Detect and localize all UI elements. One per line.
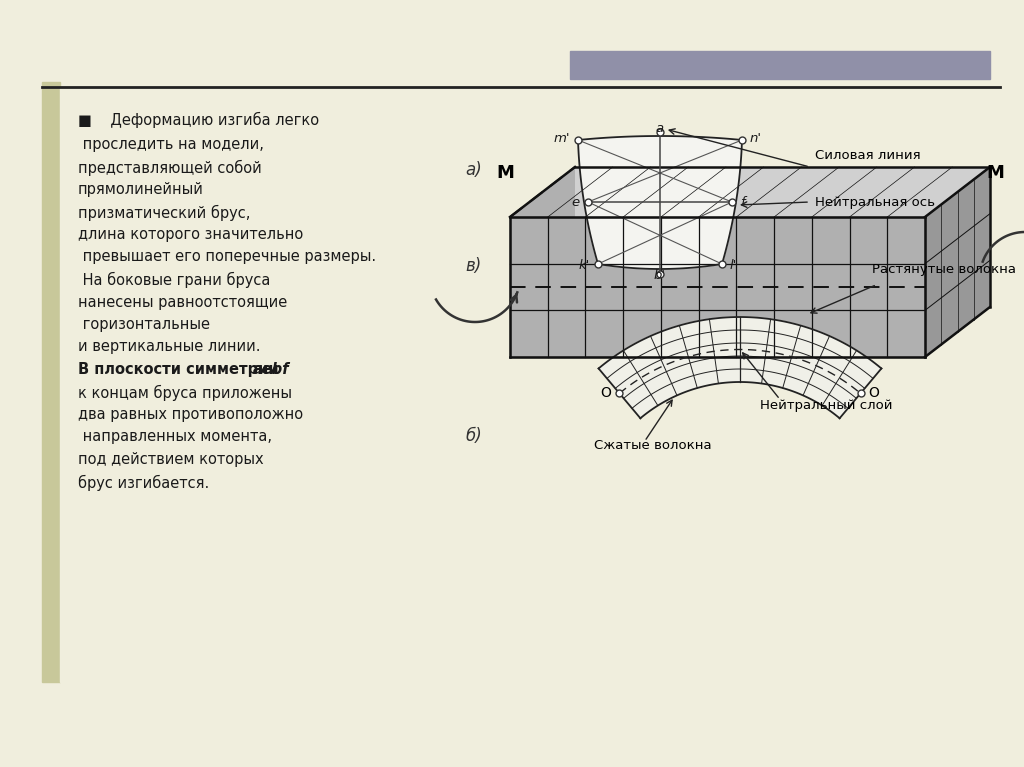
Text: Сжатые волокна: Сжатые волокна — [595, 439, 712, 452]
Polygon shape — [510, 167, 575, 357]
Text: n': n' — [750, 132, 762, 145]
Text: два равных противоположно: два равных противоположно — [78, 407, 303, 422]
Text: Нейтральная ось: Нейтральная ось — [815, 196, 935, 209]
Text: О: О — [868, 387, 880, 400]
Text: k': k' — [579, 259, 590, 272]
Text: под действием которых: под действием которых — [78, 452, 263, 467]
Text: l': l' — [730, 259, 737, 272]
Polygon shape — [510, 167, 990, 217]
Text: б): б) — [465, 427, 481, 445]
Text: m': m' — [554, 132, 570, 145]
Text: f: f — [740, 196, 744, 209]
Polygon shape — [510, 217, 925, 357]
Text: ■    Деформацию изгиба легко: ■ Деформацию изгиба легко — [78, 112, 319, 128]
Polygon shape — [578, 136, 742, 269]
Text: призматический брус,: призматический брус, — [78, 205, 251, 221]
Polygon shape — [599, 317, 882, 418]
Text: М: М — [986, 164, 1004, 182]
Text: брус изгибается.: брус изгибается. — [78, 475, 209, 491]
Text: b': b' — [654, 269, 666, 282]
Text: Растянутые волокна: Растянутые волокна — [872, 264, 1016, 276]
Text: направленных момента,: направленных момента, — [78, 430, 272, 445]
Text: и вертикальные линии.: и вертикальные линии. — [78, 340, 260, 354]
Text: прямолинейный: прямолинейный — [78, 182, 204, 197]
Text: В плоскости симметрии: В плоскости симметрии — [78, 362, 284, 377]
Text: Нейтральный слой: Нейтральный слой — [760, 399, 893, 412]
Text: превышает его поперечные размеры.: превышает его поперечные размеры. — [78, 249, 376, 265]
Text: представляющей собой: представляющей собой — [78, 160, 262, 176]
Text: a: a — [656, 122, 664, 135]
Text: О: О — [601, 387, 611, 400]
Text: aebf: aebf — [253, 362, 290, 377]
Bar — [60, 87, 1000, 682]
Bar — [42, 82, 60, 682]
Text: На боковые грани бруса: На боковые грани бруса — [78, 272, 270, 288]
Text: нанесены равноотстоящие: нанесены равноотстоящие — [78, 295, 288, 310]
Text: проследить на модели,: проследить на модели, — [78, 137, 264, 152]
Text: Силовая линия: Силовая линия — [815, 149, 921, 162]
Text: длина которого значительно: длина которого значительно — [78, 227, 303, 242]
Text: в): в) — [465, 257, 481, 275]
Bar — [570, 51, 990, 79]
Text: М: М — [496, 164, 514, 182]
Text: горизонтальные: горизонтальные — [78, 317, 210, 332]
Text: к концам бруса приложены: к концам бруса приложены — [78, 384, 292, 400]
Text: e: e — [571, 196, 580, 209]
Text: а): а) — [465, 161, 481, 179]
Polygon shape — [925, 167, 990, 357]
